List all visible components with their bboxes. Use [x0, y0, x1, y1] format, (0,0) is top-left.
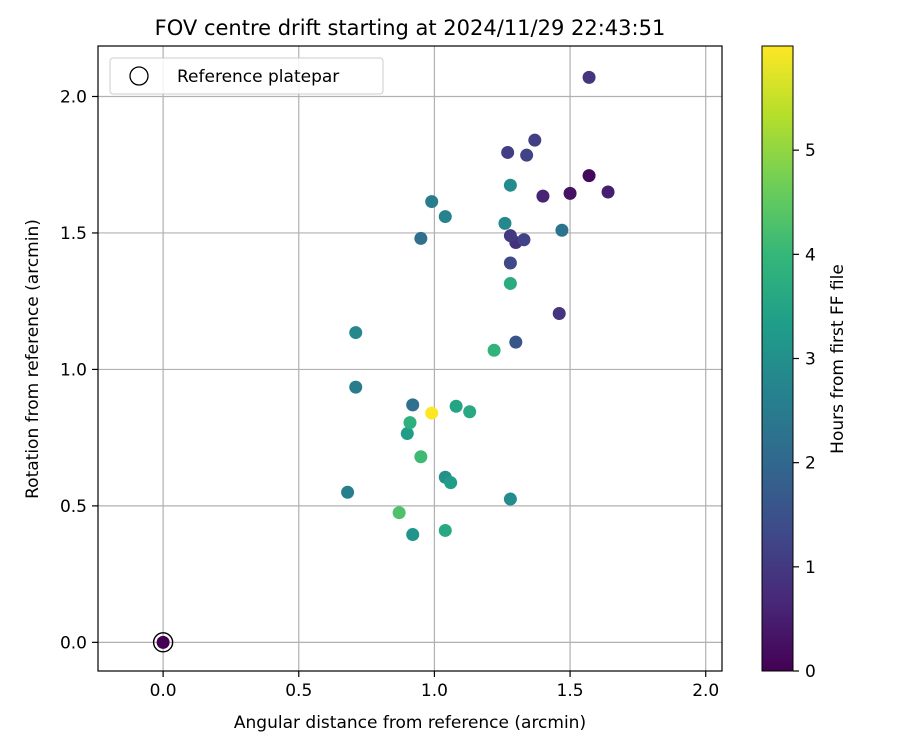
y-tick-label: 1.5	[60, 224, 87, 244]
data-point	[392, 506, 406, 520]
data-point	[425, 406, 439, 420]
data-point	[406, 398, 420, 412]
x-tick-label: 0.5	[285, 681, 312, 701]
x-tick-label: 1.5	[557, 681, 584, 701]
x-tick-label: 2.0	[692, 681, 719, 701]
data-point	[503, 256, 517, 270]
y-tick-label: 0.5	[60, 497, 87, 517]
x-axis-label: Angular distance from reference (arcmin)	[234, 713, 586, 733]
data-point	[406, 528, 420, 542]
colorbar-ticks: 0 1 2 3 4 5	[793, 141, 816, 682]
x-tick-label: 1.0	[421, 681, 448, 701]
data-point	[503, 178, 517, 192]
legend-reference-marker	[129, 66, 149, 86]
data-point	[498, 216, 512, 230]
data-point	[349, 380, 363, 394]
chart-title: FOV centre drift starting at 2024/11/29 …	[155, 16, 666, 40]
legend-box	[109, 57, 384, 95]
data-point	[509, 335, 523, 349]
data-points	[341, 70, 615, 542]
data-point	[425, 195, 439, 209]
data-point	[403, 416, 417, 430]
y-axis-label: Rotation from reference (arcmin)	[23, 219, 43, 499]
colorbar-tick-label: 1	[805, 558, 816, 578]
colorbar-tick-label: 0	[805, 662, 816, 682]
data-point	[555, 223, 569, 237]
data-point	[449, 399, 463, 413]
colorbar-label: Hours from first FF file	[828, 264, 848, 454]
data-point	[438, 210, 452, 224]
data-point	[438, 523, 452, 537]
data-point	[503, 229, 517, 243]
data-point	[414, 231, 428, 245]
y-tick-label: 2.0	[60, 87, 87, 107]
data-point	[414, 450, 428, 464]
colorbar-tick-label: 3	[805, 350, 816, 370]
data-point	[349, 326, 363, 340]
data-point	[582, 70, 596, 84]
colorbar-tick-label: 4	[805, 245, 816, 265]
reference-platepar-marker	[152, 632, 174, 653]
data-point	[463, 405, 477, 419]
data-point	[503, 276, 517, 290]
colorbar-tick-label: 5	[805, 141, 816, 161]
data-point	[503, 492, 517, 506]
axis-ticks: 0.0 0.5 1.0 1.5 2.0 0.0 0.5 1.0 1.5 2.0	[60, 87, 719, 701]
reference-ring	[152, 632, 174, 653]
data-point	[341, 485, 355, 499]
data-point	[520, 148, 534, 162]
data-point	[487, 343, 501, 357]
colorbar: 0 1 2 3 4 5 Hours from first FF file	[761, 45, 848, 682]
data-point	[536, 189, 550, 203]
data-point	[582, 169, 596, 183]
data-point	[528, 133, 542, 147]
x-tick-label: 0.0	[150, 681, 177, 701]
data-point	[400, 427, 414, 441]
plot-area-frame	[97, 45, 723, 672]
legend: Reference platepar	[109, 57, 384, 95]
grid-lines	[98, 46, 722, 671]
data-point	[501, 145, 515, 159]
data-point	[601, 185, 615, 199]
reference-point	[156, 635, 170, 649]
colorbar-tick-label: 2	[805, 454, 816, 474]
data-point	[517, 233, 531, 247]
y-tick-label: 1.0	[60, 360, 87, 380]
data-point	[552, 306, 566, 320]
legend-entry-label: Reference platepar	[177, 67, 339, 87]
y-tick-label: 0.0	[60, 633, 87, 653]
data-point	[444, 476, 458, 490]
data-point	[563, 186, 577, 200]
colorbar-gradient	[761, 45, 794, 672]
